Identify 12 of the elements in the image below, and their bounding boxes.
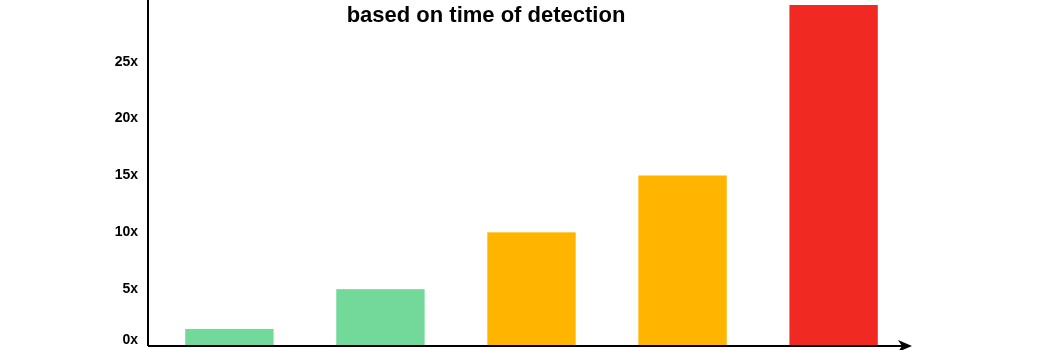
y-tick-label: 0x <box>122 330 139 347</box>
bar <box>185 328 274 346</box>
bar <box>487 232 576 346</box>
y-tick-label: 25x <box>114 52 139 69</box>
y-tick-label: 10x <box>114 223 139 240</box>
bar <box>789 5 878 346</box>
bar <box>638 175 727 346</box>
chart-title: based on time of detection <box>346 2 626 27</box>
y-tick-label: 15x <box>114 166 139 183</box>
bar <box>336 289 425 346</box>
y-tick-label: 5x <box>122 279 139 296</box>
y-tick-label: 20x <box>114 109 139 126</box>
